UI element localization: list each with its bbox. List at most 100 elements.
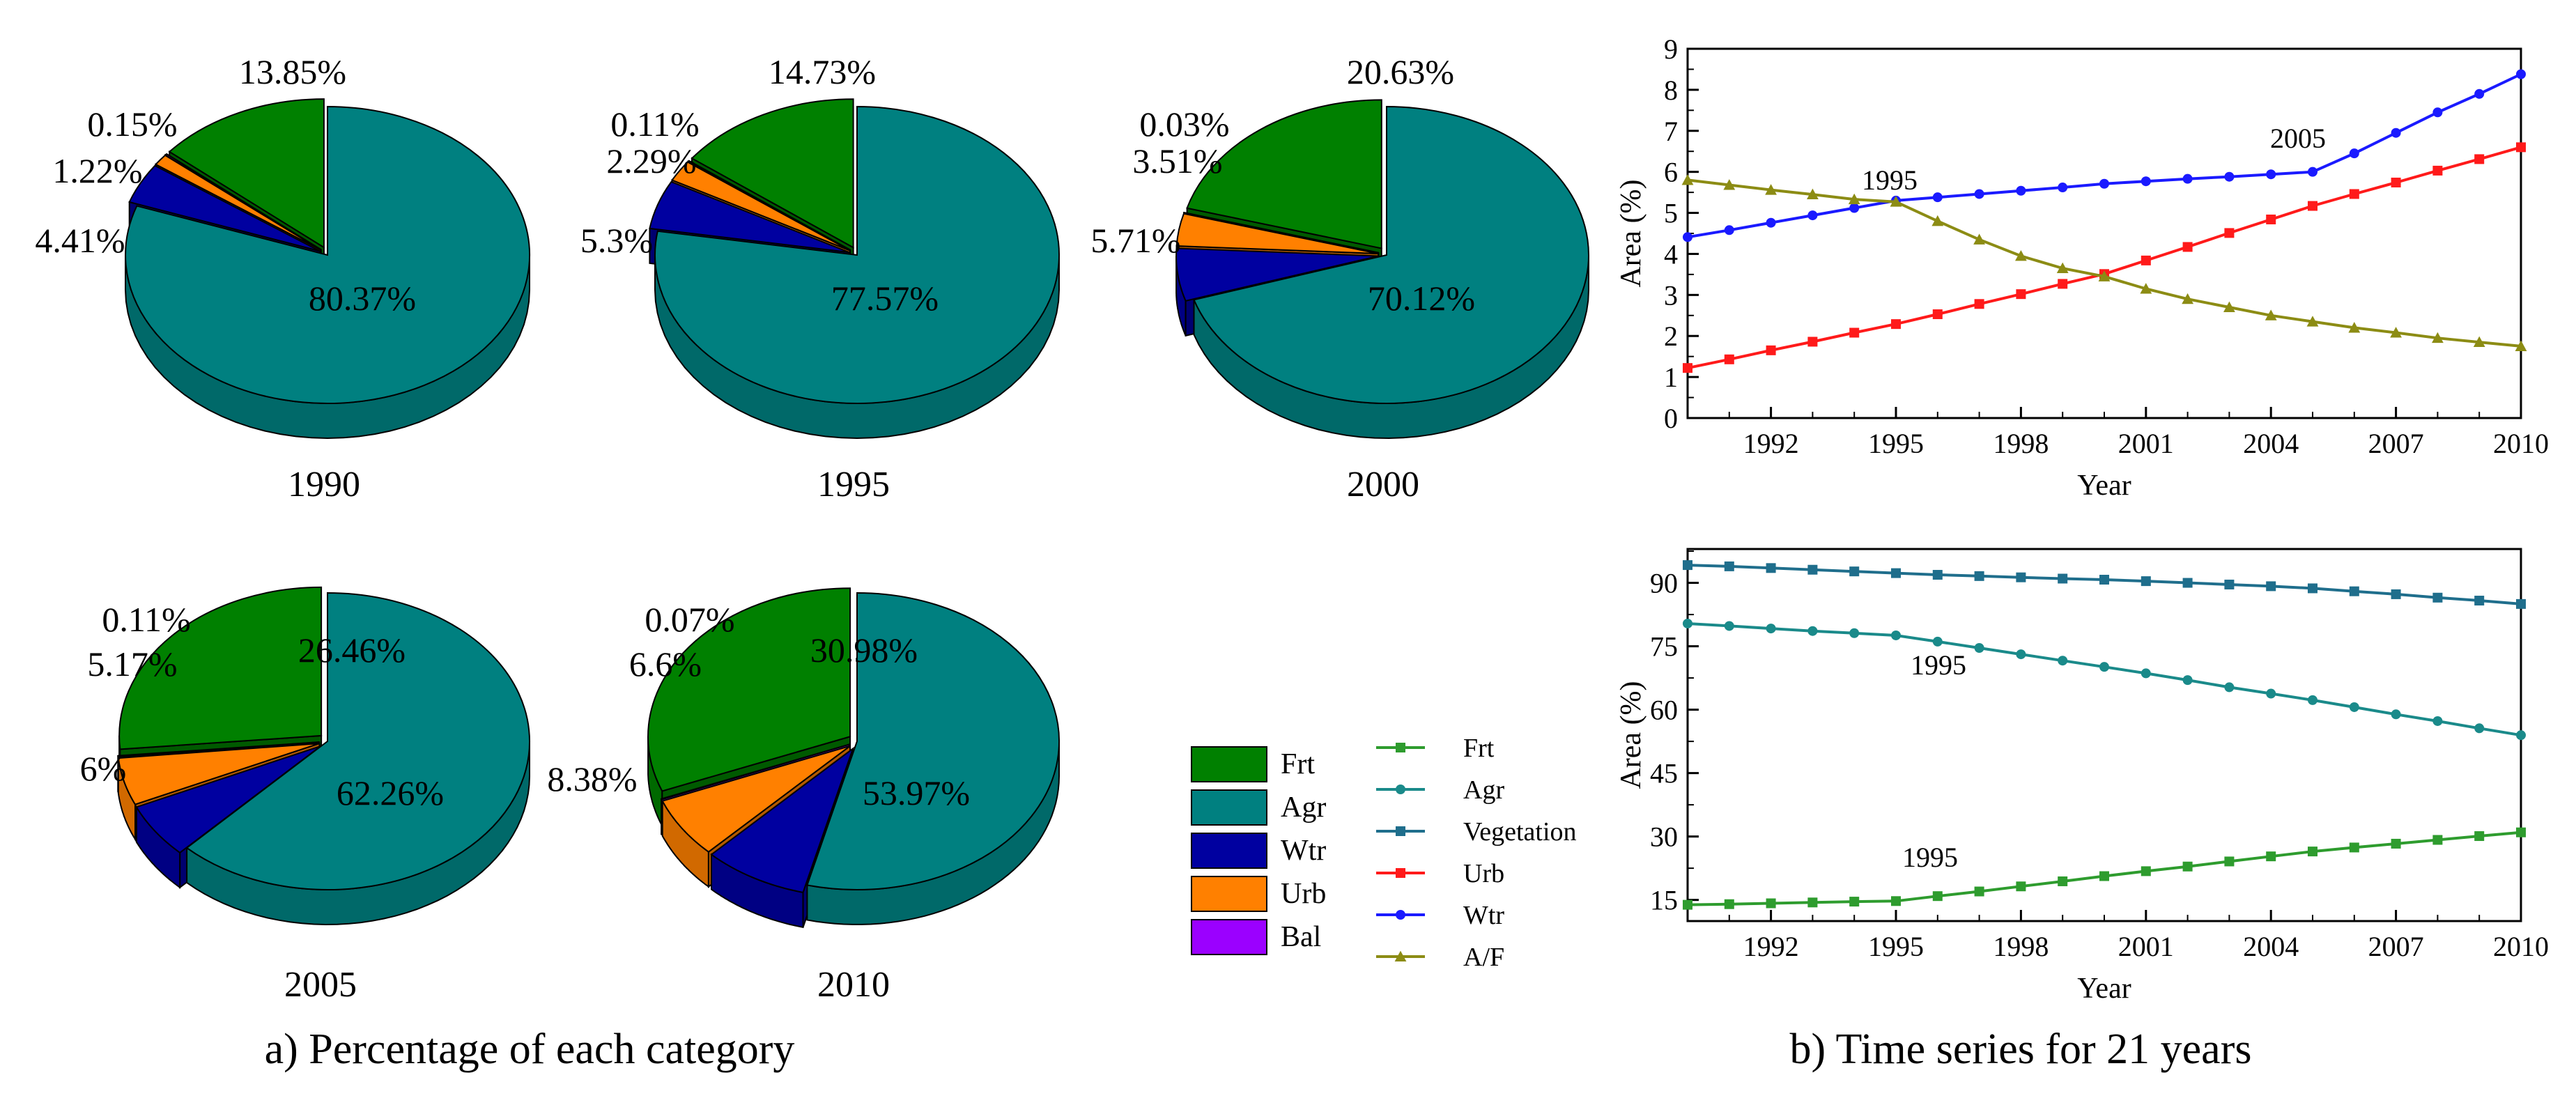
annotation-label: 1995 xyxy=(1911,649,1966,681)
data-point-wtr xyxy=(2224,171,2235,182)
data-point-af xyxy=(1931,215,1944,226)
data-point-urb xyxy=(2391,177,2401,187)
data-point-wtr xyxy=(2099,178,2109,189)
pie-slice-urb xyxy=(154,154,321,251)
data-point-af xyxy=(1807,188,1819,200)
panel-a-caption: a) Percentage of each category xyxy=(265,1026,795,1073)
y-tick-label: 60 xyxy=(1650,695,1678,726)
data-point-frt xyxy=(2474,831,2485,842)
pie-slice-wtr xyxy=(1175,247,1379,302)
legend-marker-wtr xyxy=(1396,910,1405,920)
data-point-urb xyxy=(2516,142,2526,153)
data-point-frt xyxy=(1807,897,1818,908)
data-point-vegetation xyxy=(2474,596,2485,606)
data-point-frt xyxy=(2308,847,2317,857)
data-point-urb xyxy=(2474,154,2485,164)
legend-swatch-urb xyxy=(1191,876,1267,912)
pie-slice-urb xyxy=(661,745,851,853)
data-point-frt xyxy=(2391,838,2401,849)
data-point-vegetation xyxy=(1891,568,1901,578)
data-point-af xyxy=(2140,283,2152,294)
data-point-vegetation xyxy=(2432,592,2443,603)
pie-chart-2010: 30.98% 53.97% 8.38% 6.6% 0.07% 2010 xyxy=(547,587,1060,1005)
data-point-af xyxy=(1723,179,1736,190)
x-tick-label: 2007 xyxy=(2368,931,2424,962)
pie-label-urb: 6.6% xyxy=(629,644,702,683)
legend-marker-frt xyxy=(1396,743,1405,752)
y-tick-label: 90 xyxy=(1650,568,1678,599)
data-point-agr xyxy=(1891,630,1901,640)
pie-label-urb: 3.51% xyxy=(1132,141,1222,180)
data-point-af xyxy=(2473,336,2485,348)
pie-slice-urb xyxy=(117,743,320,805)
legend-line-label-urb: Urb xyxy=(1463,859,1504,888)
data-point-urb xyxy=(2182,242,2193,252)
data-point-urb xyxy=(1766,345,1776,355)
pie-legend: Frt Agr Wtr Urb Bal xyxy=(1191,746,1326,955)
data-point-vegetation xyxy=(1683,560,1692,571)
data-point-vegetation xyxy=(2516,598,2526,609)
data-point-agr xyxy=(2266,688,2276,699)
x-tick-label: 1992 xyxy=(1743,931,1799,962)
data-point-agr xyxy=(1849,628,1860,638)
legend-swatch-wtr xyxy=(1191,833,1267,869)
legend-line-label-vegetation: Vegetation xyxy=(1463,817,1577,847)
x-tick-label: 2007 xyxy=(2368,428,2424,459)
data-point-agr xyxy=(1766,624,1776,634)
data-point-agr xyxy=(2308,695,2317,705)
data-point-agr xyxy=(1932,636,1943,647)
data-point-urb xyxy=(2141,255,2151,265)
data-point-urb xyxy=(1724,354,1734,364)
data-point-agr xyxy=(2224,682,2235,693)
data-point-agr xyxy=(2391,709,2401,720)
data-point-frt xyxy=(2058,876,2068,886)
data-point-urb xyxy=(2266,214,2276,224)
legend-label-wtr: Wtr xyxy=(1281,835,1326,867)
data-point-agr xyxy=(2016,649,2026,660)
data-point-urb xyxy=(1932,309,1943,320)
pie-slice-agr xyxy=(1193,105,1589,404)
pie-label-urb: 1.22% xyxy=(52,151,142,190)
legend-line-label-a/f: A/F xyxy=(1463,943,1504,972)
pie-slice-agr xyxy=(654,105,1061,404)
pie-slice-frt xyxy=(118,586,323,750)
legend-swatch-frt xyxy=(1191,746,1267,782)
legend-marker-vegetation xyxy=(1396,826,1405,836)
y-tick-label: 2 xyxy=(1664,320,1678,352)
pie-label-bal: 0.03% xyxy=(1139,105,1229,144)
data-point-urb xyxy=(2308,201,2317,211)
line-chart-top: 0 1 2 3 4 5 6 7 8 9 1992 1995 1998 2001 2004 2007 2010 Ye… xyxy=(1615,33,2549,502)
data-point-af xyxy=(2098,270,2111,281)
data-point-frt xyxy=(1683,899,1692,910)
data-point-wtr xyxy=(2349,148,2359,159)
data-point-af xyxy=(2015,249,2027,261)
data-point-wtr xyxy=(2432,107,2443,118)
x-tick-label: 2004 xyxy=(2243,931,2299,962)
pie-label-frt: 30.98% xyxy=(810,631,918,670)
data-point-agr xyxy=(2058,656,2068,666)
pie-label-wtr: 4.41% xyxy=(35,221,125,260)
data-point-agr xyxy=(2516,730,2526,741)
y-tick-label: 8 xyxy=(1664,75,1678,106)
pie-chart-2000: 20.63% 70.12% 5.71% 3.51%0.03% 2000 xyxy=(1090,52,1589,504)
data-point-af xyxy=(2056,262,2069,274)
data-point-af xyxy=(2348,322,2361,333)
line-chart-bottom: 15 30 45 60 75 90 1992 1995 1998 2001 2004 2007 2010… xyxy=(1615,548,2549,1005)
y-axis-title: Area (%) xyxy=(1615,681,1647,789)
y-tick-label: 4 xyxy=(1664,238,1678,270)
y-tick-label: 3 xyxy=(1664,279,1678,311)
x-tick-label: 2010 xyxy=(2493,428,2549,459)
pie-slice-agr xyxy=(185,592,530,890)
pie-charts-panel: 13.85% 80.37% 4.41% 1.22% 0.15% 1990 14.73% 77.… xyxy=(35,52,1589,1005)
data-point-urb xyxy=(2224,228,2235,238)
x-tick-label: 2004 xyxy=(2243,428,2299,459)
data-point-frt xyxy=(2432,835,2443,845)
legend-line-label-frt: Frt xyxy=(1463,734,1495,763)
pie-year-label: 2005 xyxy=(284,965,357,1005)
pie-label-agr: 53.97% xyxy=(863,773,970,812)
data-point-agr xyxy=(1807,626,1818,636)
pie-label-agr: 80.37% xyxy=(309,279,416,318)
y-tick-label: 7 xyxy=(1664,116,1678,147)
data-point-vegetation xyxy=(1849,566,1860,577)
